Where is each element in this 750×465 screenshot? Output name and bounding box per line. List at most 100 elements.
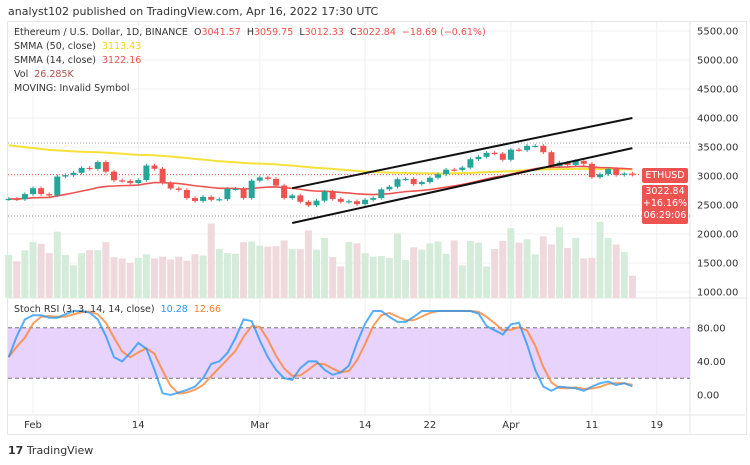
candle-body: [354, 201, 360, 205]
candle-body: [540, 145, 547, 153]
smma14-label: SMMA (14, close): [14, 55, 96, 66]
smma50-label: SMMA (50, close): [14, 41, 96, 52]
price-axis-label: 5000.00: [697, 56, 738, 67]
volume-bar: [183, 260, 191, 298]
candle-body: [240, 188, 247, 199]
volume-bar: [142, 254, 150, 298]
candle-body: [119, 180, 126, 182]
volume-bar: [53, 231, 61, 298]
candle-body: [256, 177, 263, 181]
volume-bar: [240, 242, 248, 298]
volume-bar: [134, 257, 142, 298]
candle-body: [111, 171, 117, 181]
volume-value: 26.285K: [34, 69, 74, 80]
candle-body: [281, 185, 288, 199]
change-value: −18.69 (−0.61%): [401, 27, 486, 38]
volume-legend[interactable]: Vol 26.285K: [14, 69, 74, 80]
candle-body: [418, 182, 425, 185]
moving-legend[interactable]: MOVING: Invalid Symbol: [14, 83, 130, 94]
volume-bar: [483, 266, 491, 298]
candle-body: [524, 145, 531, 151]
tradingview-logo[interactable]: 𝟭𝟳 TradingView: [8, 444, 93, 457]
candle-body: [135, 180, 142, 183]
channel-lower-line: [291, 147, 633, 224]
high-label: H: [246, 27, 254, 38]
candle-body: [402, 178, 409, 181]
candle-body: [273, 178, 279, 186]
candle-body: [46, 194, 53, 196]
candle-body: [264, 177, 271, 179]
smma50-legend[interactable]: SMMA (50, close) 3113.43: [14, 41, 141, 52]
volume-bar: [442, 253, 450, 298]
candle-body: [410, 178, 417, 185]
symbol-legend: Ethereum / U.S. Dollar, 1D, BINANCE O304…: [14, 27, 486, 38]
volume-bar: [426, 243, 434, 298]
volume-bar: [191, 254, 199, 298]
price-axis-label: 3000.00: [697, 172, 738, 183]
candle-body: [297, 195, 304, 202]
volume-bar: [296, 249, 304, 298]
low-value: 3012.33: [304, 27, 344, 38]
volume-bar: [458, 265, 466, 298]
candle-body: [216, 199, 223, 201]
volume-bar: [223, 253, 231, 298]
tv-logo-icon: 𝟭𝟳: [8, 444, 24, 457]
published-line: analyst102 published on TradingView.com,…: [8, 5, 379, 18]
candle-body: [321, 191, 328, 201]
candle-body: [151, 165, 158, 169]
volume-bar: [151, 258, 158, 298]
time-axis-label: 14: [359, 420, 372, 431]
volume-bar: [288, 249, 296, 298]
time-axis-label: Apr: [502, 420, 520, 431]
candle-body: [70, 172, 77, 176]
volume-bar: [564, 247, 572, 298]
volume-bar: [620, 251, 628, 298]
volume-bar: [410, 247, 418, 298]
candle-body: [507, 149, 514, 160]
volume-bar: [256, 245, 264, 298]
candle-body: [30, 188, 36, 195]
candle-body: [86, 167, 93, 170]
candle-body: [305, 201, 312, 206]
candle-body: [159, 168, 166, 183]
candle-body: [313, 200, 320, 206]
volume-bar: [491, 249, 499, 298]
candle-body: [248, 180, 255, 199]
stoch-d-line: [7, 310, 633, 395]
volume-bar: [94, 250, 102, 298]
chart-frame: [7, 21, 747, 435]
smma14-value: 3122.16: [102, 55, 142, 66]
candle-body: [459, 167, 466, 170]
volume-bar: [159, 256, 167, 298]
volume-bar: [248, 241, 256, 298]
symbol-name: Ethereum / U.S. Dollar, 1D, BINANCE: [14, 27, 188, 38]
candle-body: [362, 199, 369, 205]
volume-bar: [377, 256, 385, 298]
high-value: 3059.75: [253, 27, 294, 38]
candle-body: [5, 198, 12, 201]
candle-body: [605, 169, 612, 175]
volume-bar: [612, 244, 620, 298]
logo-text: TradingView: [26, 444, 94, 457]
candle-body: [232, 188, 239, 190]
smma14-legend[interactable]: SMMA (14, close) 3122.16: [14, 55, 141, 66]
volume-bar: [304, 230, 312, 298]
volume-bar: [264, 246, 272, 298]
stoch-legend[interactable]: Stoch RSI (3, 3, 14, 14, close) 10.28 12…: [14, 304, 221, 315]
candle-body: [621, 173, 628, 175]
time-axis-label: 14: [132, 420, 145, 431]
volume-bar: [418, 249, 426, 298]
volume-bar: [369, 256, 377, 298]
candle-body: [370, 198, 377, 200]
volume-bar: [70, 265, 77, 298]
volume-bar: [21, 250, 29, 298]
price-axis-label: 2500.00: [697, 201, 738, 212]
volume-bar: [45, 253, 53, 298]
volume-bar: [515, 242, 523, 298]
candle-body: [38, 188, 45, 195]
volume-bar: [321, 238, 329, 298]
volume-bar: [37, 243, 45, 298]
open-value: 3041.57: [201, 27, 241, 38]
volume-bar: [588, 257, 596, 298]
